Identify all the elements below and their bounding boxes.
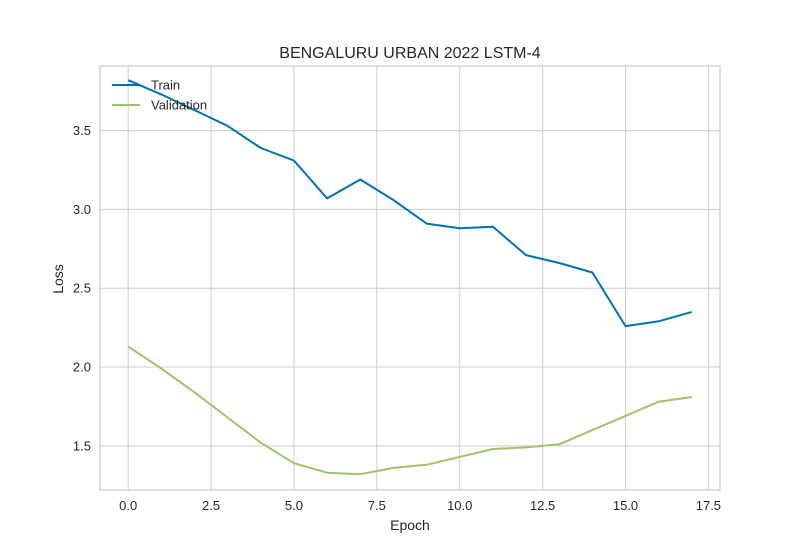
y-tick-label: 1.5 [73,438,91,453]
axes-border [99,65,721,491]
legend: Train Validation [112,78,207,113]
plot-area [100,66,720,490]
series-layer [127,79,693,476]
axes-frame [99,65,721,491]
y-tick-label: 3.5 [73,123,91,138]
x-tick-label: 0.0 [119,498,137,513]
grid [100,66,720,490]
x-tick-label: 15.0 [613,498,638,513]
x-tick-label: 12.5 [530,498,555,513]
x-axis-title: Epoch [390,517,430,533]
legend-label-train: Train [151,78,180,93]
legend-label-validation: Validation [151,98,207,113]
y-tick-labels: 1.5 2.0 2.5 3.0 3.5 [73,123,91,453]
x-tick-labels: 0.0 2.5 5.0 7.5 10.0 12.5 15.0 17.5 [119,498,721,513]
y-tick-label: 2.5 [73,281,91,296]
y-tick-label: 2.0 [73,360,91,375]
x-tick-label: 17.5 [696,498,721,513]
y-axis-title: Loss [50,264,66,294]
x-tick-label: 10.0 [447,498,472,513]
chart-title: BENGALURU URBAN 2022 LSTM-4 [279,45,541,62]
x-tick-label: 5.0 [285,498,303,513]
series-line-train [127,79,693,328]
series-line-validation [127,345,692,476]
x-tick-label: 7.5 [368,498,386,513]
y-tick-label: 3.0 [73,202,91,217]
x-tick-label: 2.5 [202,498,220,513]
